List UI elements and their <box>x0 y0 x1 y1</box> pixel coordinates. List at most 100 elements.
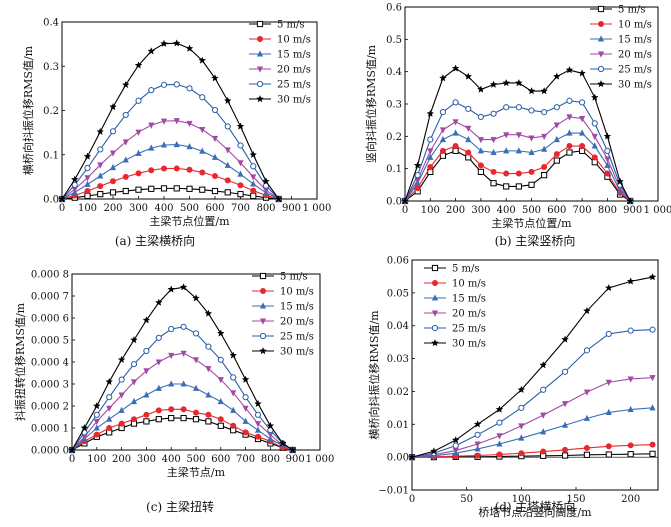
data-point <box>58 194 66 203</box>
data-point <box>211 74 219 82</box>
data-point <box>130 416 137 423</box>
data-point <box>199 127 206 134</box>
data-point <box>180 415 187 422</box>
data-point <box>579 116 586 123</box>
panel-caption: (c) 主梁扭转 <box>146 499 214 514</box>
x-axis-title: 桥塔节点沿竖向高度/m <box>478 505 592 519</box>
legend-marker <box>431 324 439 332</box>
data-point <box>186 120 193 128</box>
legend-label: 20 m/s <box>618 50 652 61</box>
y-tick-label: 0.000 0 <box>31 446 69 457</box>
data-point <box>477 168 484 176</box>
legend-marker <box>256 80 264 88</box>
data-point <box>474 445 481 452</box>
data-point <box>477 147 484 154</box>
data-point <box>528 135 535 142</box>
data-point <box>649 375 656 382</box>
x-tick-label: 0 <box>59 203 65 214</box>
x-tick-label: 200 <box>112 454 131 465</box>
data-point <box>192 357 200 364</box>
legend-label: 25 m/s <box>618 65 652 76</box>
y-tick-label: 0.4 <box>43 18 59 29</box>
data-point <box>143 391 150 398</box>
data-point <box>427 153 434 160</box>
data-point <box>528 148 535 155</box>
y-axis-title: 横桥向抖振位移RMS值/m <box>21 45 35 175</box>
data-point <box>648 272 657 281</box>
data-point <box>528 181 535 188</box>
y-tick-label: 0.000 7 <box>31 292 69 303</box>
data-point <box>148 167 155 174</box>
data-point <box>143 411 150 418</box>
panel-d: 0 50 100 150 200 −0.01 0.00 0.01 0.02 0.03 0.04 0.0… <box>367 256 659 519</box>
data-point <box>518 434 525 441</box>
y-tick-label: 0.5 <box>386 35 402 46</box>
data-point <box>649 326 656 333</box>
data-point <box>605 443 612 450</box>
x-tick-label: 200 <box>103 203 122 214</box>
data-point <box>439 127 447 134</box>
data-point <box>143 347 150 355</box>
data-point <box>583 389 591 396</box>
data-point <box>135 186 142 193</box>
data-point <box>250 192 257 200</box>
legend-label: 5 m/s <box>280 272 308 283</box>
data-point <box>148 185 155 192</box>
panel-caption: (a) 主梁横桥向 <box>115 233 195 248</box>
data-point <box>185 44 194 52</box>
x-tick-label: 1 000 <box>306 454 335 465</box>
data-point <box>254 426 262 433</box>
data-point <box>514 78 523 87</box>
data-point <box>503 170 510 177</box>
data-point <box>541 108 548 116</box>
data-point <box>605 408 612 415</box>
data-point <box>473 420 482 428</box>
y-tick-label: 0.04 <box>387 321 409 332</box>
data-point <box>561 421 569 428</box>
legend-label: 15 m/s <box>452 294 486 305</box>
data-point <box>496 419 503 426</box>
data-point <box>160 141 168 148</box>
data-point <box>155 416 162 423</box>
data-point <box>143 418 150 425</box>
data-point <box>224 161 231 168</box>
data-point <box>237 182 244 189</box>
data-point <box>224 123 231 130</box>
data-point <box>118 406 125 413</box>
data-point <box>122 139 129 146</box>
data-point <box>540 386 547 393</box>
data-point <box>155 407 162 414</box>
series-30-m-s <box>408 272 657 461</box>
y-tick-label: 0.000 1 <box>31 424 69 435</box>
data-point <box>540 412 547 419</box>
y-tick-label: 0.0 <box>43 195 59 206</box>
data-point <box>192 409 199 416</box>
data-point <box>477 113 484 121</box>
legend-marker <box>256 94 264 103</box>
y-axis-title: 横桥向抖振位移RMS值/m <box>367 310 381 440</box>
legend-marker <box>597 79 605 88</box>
data-point <box>477 162 484 169</box>
data-point <box>173 165 180 172</box>
data-point <box>168 415 175 422</box>
legend-marker <box>256 66 264 73</box>
data-point <box>566 143 573 150</box>
data-point <box>109 163 117 171</box>
data-point <box>452 442 459 449</box>
data-point <box>561 335 569 343</box>
data-point <box>168 380 175 387</box>
data-point <box>250 187 257 194</box>
legend-marker <box>598 20 605 27</box>
data-point <box>561 452 569 459</box>
data-point <box>84 180 91 187</box>
x-tick-label: 1 000 <box>303 203 332 214</box>
x-tick-label: 0 <box>69 454 75 465</box>
data-point <box>274 194 283 203</box>
data-point <box>168 325 175 333</box>
data-point <box>186 143 193 150</box>
x-tick-label: 400 <box>497 205 516 216</box>
data-point <box>160 39 168 48</box>
data-point <box>168 406 175 413</box>
data-point <box>616 177 624 185</box>
